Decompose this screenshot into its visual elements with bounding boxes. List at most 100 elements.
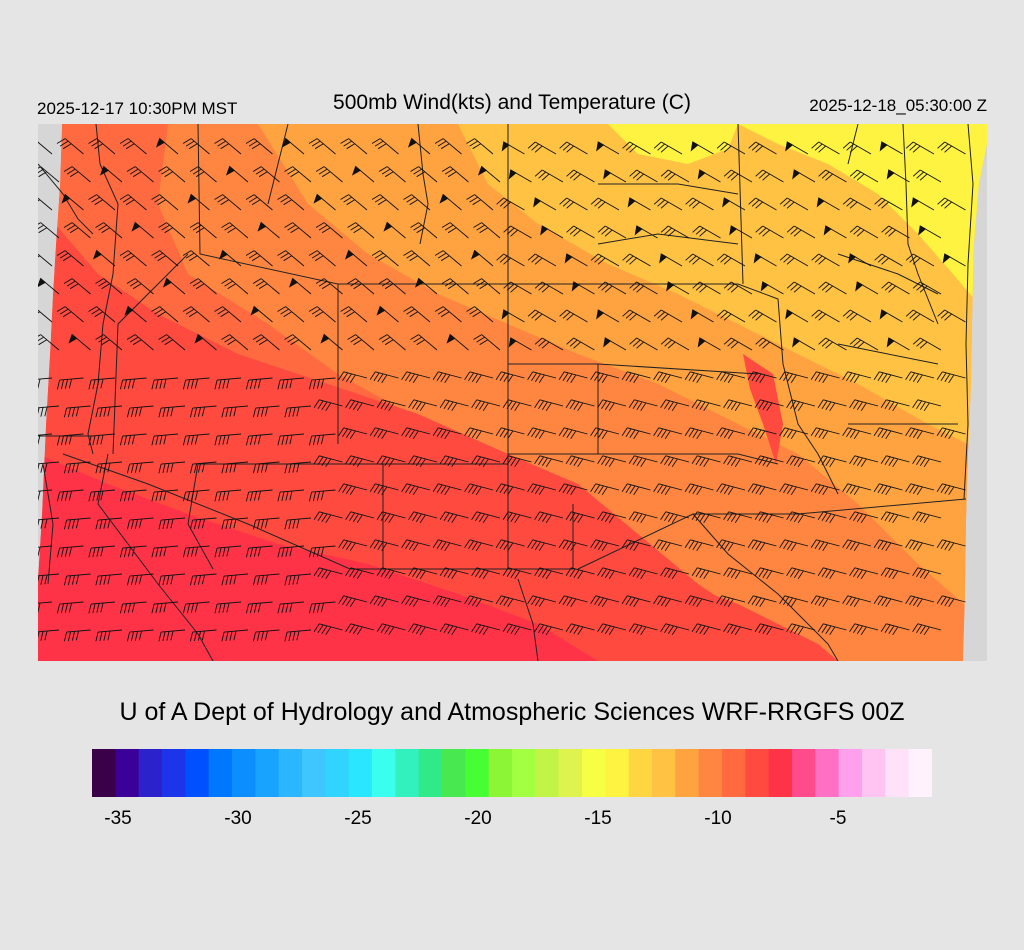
wind-barb <box>590 483 620 496</box>
wind-barb <box>879 141 903 155</box>
colorbar-swatch <box>232 749 256 797</box>
wind-barb <box>252 573 280 586</box>
wind-barb <box>754 511 784 524</box>
wind-barb <box>660 511 690 524</box>
colorbar-swatch <box>628 749 653 797</box>
colorbar-swatch <box>348 749 373 797</box>
wind-barb <box>347 334 375 351</box>
wind-barb <box>905 309 935 323</box>
wind-barb <box>722 197 746 211</box>
wind-barb <box>849 623 879 636</box>
wind-barb <box>849 337 879 351</box>
wind-barb <box>126 573 154 586</box>
wind-barb <box>873 371 903 384</box>
wind-barb <box>622 253 651 267</box>
state-border <box>692 513 839 661</box>
wind-barb <box>221 278 249 295</box>
wind-barb <box>470 249 494 267</box>
wind-barb <box>473 278 501 295</box>
wind-barb <box>464 539 494 552</box>
wind-barb <box>313 193 336 211</box>
wind-barb <box>92 249 116 267</box>
wind-barb <box>95 573 123 586</box>
temp-zone-red-band-se <box>598 544 838 661</box>
wind-barb <box>936 483 966 496</box>
wind-barb <box>403 306 431 323</box>
wind-barb <box>659 253 683 267</box>
wind-barb <box>817 399 847 412</box>
wind-barb <box>817 567 847 580</box>
wind-barb <box>590 253 620 267</box>
wind-barb <box>754 399 784 412</box>
wind-barb <box>63 278 91 295</box>
wind-barb <box>439 399 469 412</box>
wind-barb <box>559 141 588 155</box>
state-border <box>782 363 839 495</box>
wind-barb <box>629 169 658 183</box>
wind-barb <box>151 601 179 614</box>
wind-barb <box>88 433 116 446</box>
wind-barb <box>124 305 147 323</box>
wind-barb <box>817 455 847 468</box>
wind-barb <box>912 169 942 183</box>
colorbar-swatch <box>605 749 630 797</box>
wind-barb <box>151 194 179 211</box>
wind-barb <box>68 333 91 351</box>
wind-barb <box>880 455 910 468</box>
wind-barb <box>439 623 469 636</box>
wind-barb <box>126 278 154 295</box>
colorbar-swatch <box>885 749 910 797</box>
temp-zone-yellow-ne <box>738 124 987 314</box>
wind-barb <box>905 371 935 384</box>
wind-barb <box>653 371 683 384</box>
wind-barb <box>347 222 375 239</box>
wind-barb <box>936 371 966 384</box>
wind-barb <box>684 539 714 552</box>
wind-barb <box>221 573 249 586</box>
wind-barb <box>369 427 399 440</box>
wind-barb <box>881 281 910 295</box>
wind-barb <box>182 545 210 558</box>
wind-barb <box>842 427 872 440</box>
wind-barb <box>158 166 186 183</box>
colorbar-swatch <box>395 749 420 797</box>
wind-barb <box>723 567 753 580</box>
wind-barb <box>471 567 501 580</box>
wind-barb <box>785 141 809 155</box>
wind-barb <box>755 225 784 239</box>
wind-barb <box>501 141 525 155</box>
colorbar-tick-label: -30 <box>224 808 252 829</box>
state-border <box>97 453 214 661</box>
wind-barb <box>590 197 620 211</box>
wind-barb <box>38 306 53 323</box>
wind-barb <box>252 517 280 530</box>
wind-barb <box>38 629 60 642</box>
wind-barb <box>63 222 91 239</box>
wind-barb <box>597 567 627 580</box>
wind-barb <box>119 377 147 390</box>
wind-barb <box>38 334 60 351</box>
wind-barb <box>56 306 84 323</box>
wind-barb <box>565 399 595 412</box>
wind-barb <box>817 623 847 636</box>
wind-barb <box>818 281 847 295</box>
wind-barb <box>221 222 249 239</box>
colorbar-tick-label: -5 <box>829 808 847 829</box>
wind-barb <box>158 222 186 239</box>
colorbar-swatch <box>512 749 536 797</box>
wind-barb <box>527 141 557 155</box>
wind-barb <box>277 250 305 267</box>
wind-barb <box>315 222 343 239</box>
wind-barb <box>660 623 690 636</box>
wind-barb <box>723 623 753 636</box>
state-border <box>187 463 214 570</box>
wind-barb <box>495 539 525 552</box>
wind-barb <box>408 623 438 636</box>
wind-barb <box>842 483 872 496</box>
wind-barb <box>187 193 210 211</box>
wind-barb <box>308 138 336 155</box>
colorbar-swatch <box>488 749 513 797</box>
wind-barb <box>88 194 116 211</box>
wind-barb <box>558 483 588 496</box>
wind-barb <box>534 623 564 636</box>
